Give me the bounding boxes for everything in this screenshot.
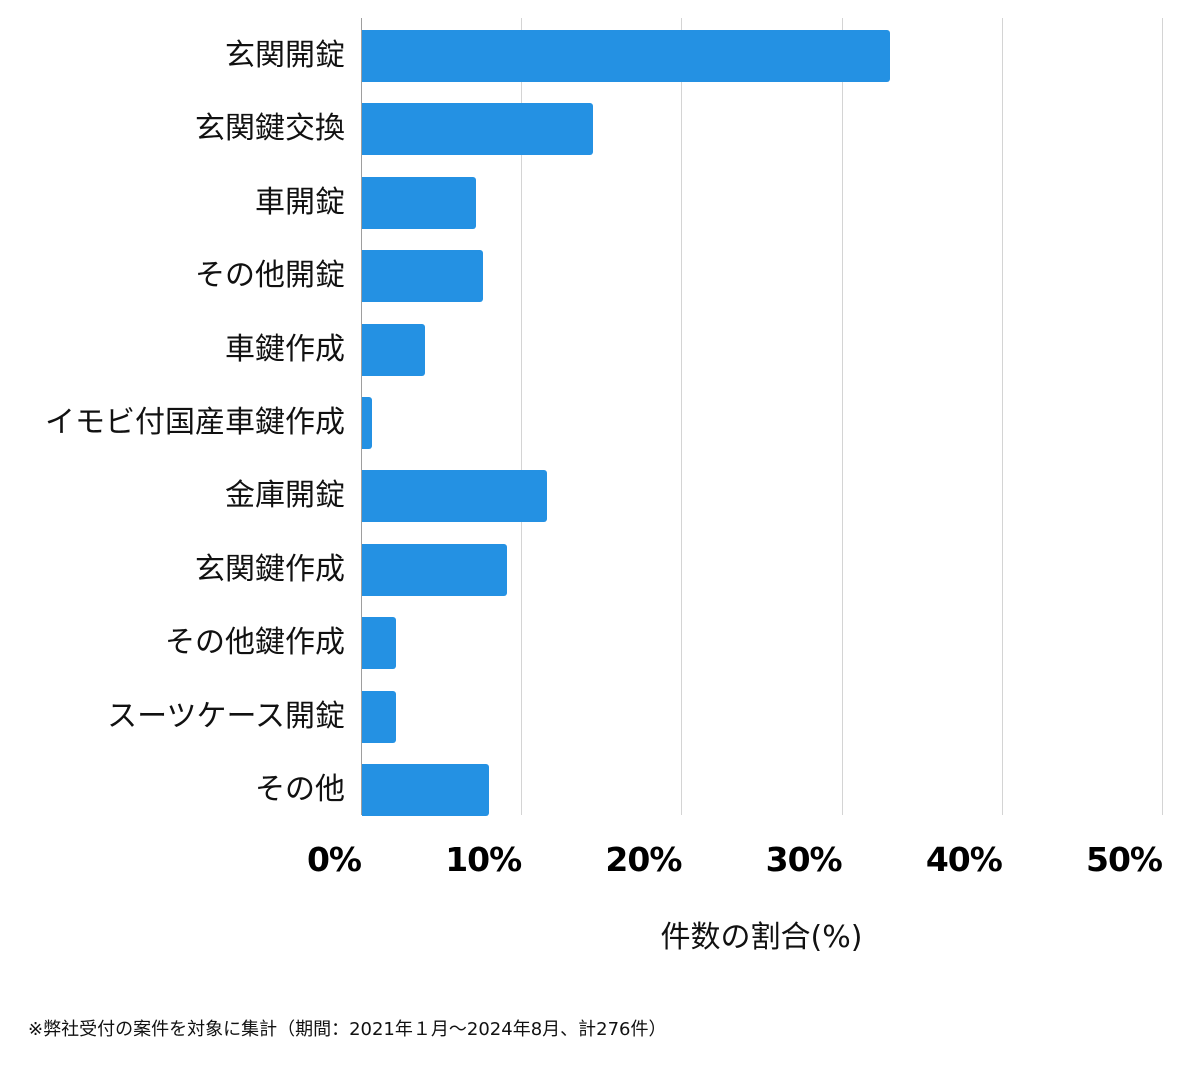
bar bbox=[362, 103, 594, 156]
x-tick-label: 20% bbox=[605, 840, 682, 879]
bar bbox=[362, 690, 397, 743]
category-label: イモビ付国産車鍵作成 bbox=[45, 405, 345, 440]
category-label: 玄関鍵交換 bbox=[195, 111, 345, 147]
bar bbox=[362, 323, 426, 376]
bar bbox=[362, 176, 477, 229]
footnote: ※弊社受付の案件を対象に集計（期間：2021年１月〜2024年8月、計276件） bbox=[28, 1019, 667, 1040]
gridline bbox=[842, 18, 843, 815]
x-axis-title: 件数の割合(%) bbox=[660, 920, 863, 955]
x-tick-label: 0% bbox=[306, 840, 362, 879]
category-label: 車開錠 bbox=[255, 184, 345, 220]
category-label: その他鍵作成 bbox=[165, 625, 345, 661]
gridline bbox=[1002, 18, 1003, 815]
category-label: その他開錠 bbox=[195, 258, 345, 294]
x-tick-label: 40% bbox=[925, 840, 1003, 879]
x-tick-label: 30% bbox=[765, 840, 843, 879]
category-label: 玄関鍵作成 bbox=[195, 551, 345, 587]
category-label: 金庫開錠 bbox=[225, 478, 345, 514]
bar bbox=[362, 543, 507, 596]
category-label: スーツケース開錠 bbox=[107, 698, 345, 734]
bar bbox=[362, 250, 483, 303]
category-label: その他 bbox=[255, 772, 345, 807]
gridline bbox=[1162, 18, 1163, 815]
x-tick-label: 10% bbox=[445, 840, 522, 879]
y-axis-line bbox=[361, 18, 362, 815]
gridline bbox=[681, 18, 682, 815]
bar bbox=[362, 617, 397, 670]
plot-area bbox=[361, 18, 1163, 816]
category-label: 車鍵作成 bbox=[225, 331, 345, 367]
bar bbox=[362, 470, 547, 523]
bar bbox=[362, 30, 890, 82]
bar bbox=[362, 764, 490, 816]
x-tick-label: 50% bbox=[1086, 840, 1163, 879]
bar bbox=[362, 397, 373, 449]
gridline bbox=[521, 18, 522, 815]
category-label: 玄関開錠 bbox=[225, 38, 345, 73]
